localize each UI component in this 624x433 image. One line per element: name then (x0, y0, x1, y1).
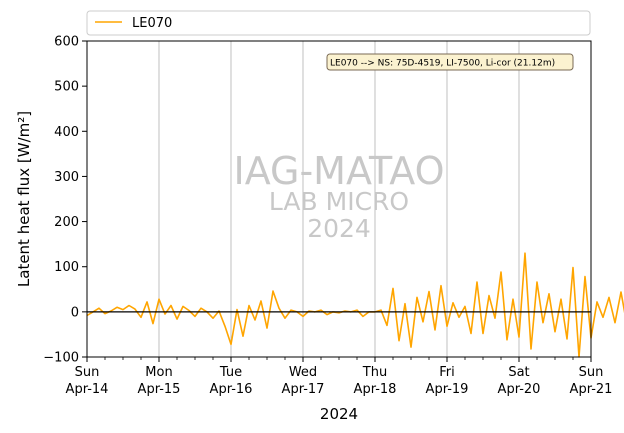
x-tick-date: Apr-20 (498, 382, 541, 397)
x-tick-label: Fri Apr-19 (426, 365, 469, 397)
x-tick-date: Apr-15 (138, 382, 181, 397)
y-tick-label: 0 (71, 305, 79, 320)
y-tick-label: 500 (54, 80, 79, 95)
annotation-text: LE070 --> NS: 75D-4519, LI-7500, Li-cor … (330, 59, 555, 69)
x-tick-date: Apr-18 (354, 382, 397, 397)
x-axis: Sun Apr-14 Mon Apr-15 Tue Apr-16 Wed Apr-17 Thu A… (66, 357, 613, 397)
x-tick-date: Apr-19 (426, 382, 469, 397)
x-tick-day: Tue (219, 365, 242, 380)
x-tick-day: Sun (579, 365, 604, 380)
y-tick-label: 100 (54, 260, 79, 275)
x-tick-date: Apr-14 (66, 382, 109, 397)
annotation-box (326, 53, 574, 71)
annotation: LE070 --> NS: 75D-4519, LI-7500, Li-cor … (326, 53, 574, 71)
watermark-line-2: LAB MICRO (269, 187, 409, 216)
x-tick-day: Fri (439, 365, 455, 380)
x-tick-date: Apr-21 (570, 382, 613, 397)
y-axis: −100 0 100 200 300 400 500 600 (43, 35, 87, 366)
x-axis-title: 2024 (320, 405, 358, 423)
x-tick-day: Sun (75, 365, 100, 380)
x-tick-label: Tue Apr-16 (210, 365, 253, 397)
x-tick-date: Apr-17 (282, 382, 325, 397)
legend-frame (86, 10, 591, 36)
grid-lines (158, 41, 520, 357)
x-tick-label: Mon Apr-15 (138, 365, 181, 397)
watermark-line-3: 2024 (307, 214, 371, 243)
watermark-line-1: IAG-MATAO (233, 149, 444, 193)
x-tick-day: Sat (508, 365, 529, 380)
legend-label-le070: LE070 (132, 16, 172, 31)
y-tick-label: 400 (54, 125, 79, 140)
x-tick-day: Thu (362, 365, 387, 380)
x-tick-label: Wed Apr-17 (282, 365, 325, 397)
y-tick-label: 300 (54, 170, 79, 185)
x-tick-label: Sun Apr-21 (570, 365, 613, 397)
x-tick-date: Apr-16 (210, 382, 253, 397)
plot-area (87, 41, 591, 357)
y-tick-label: −100 (43, 351, 79, 366)
watermark: IAG-MATAO LAB MICRO 2024 (233, 149, 444, 243)
x-tick-day: Mon (145, 365, 172, 380)
y-axis-title: Latent heat flux [W/m²] (15, 111, 33, 287)
legend: LE070 (86, 10, 591, 36)
x-tick-day: Wed (289, 365, 317, 380)
series-line-le070 (86, 252, 624, 358)
y-tick-label: 600 (54, 35, 79, 50)
x-tick-label: Sun Apr-14 (66, 365, 109, 397)
y-tick-label: 200 (54, 215, 79, 230)
x-tick-label: Thu Apr-18 (354, 365, 397, 397)
x-tick-label: Sat Apr-20 (498, 365, 541, 397)
series-layer (86, 252, 624, 358)
